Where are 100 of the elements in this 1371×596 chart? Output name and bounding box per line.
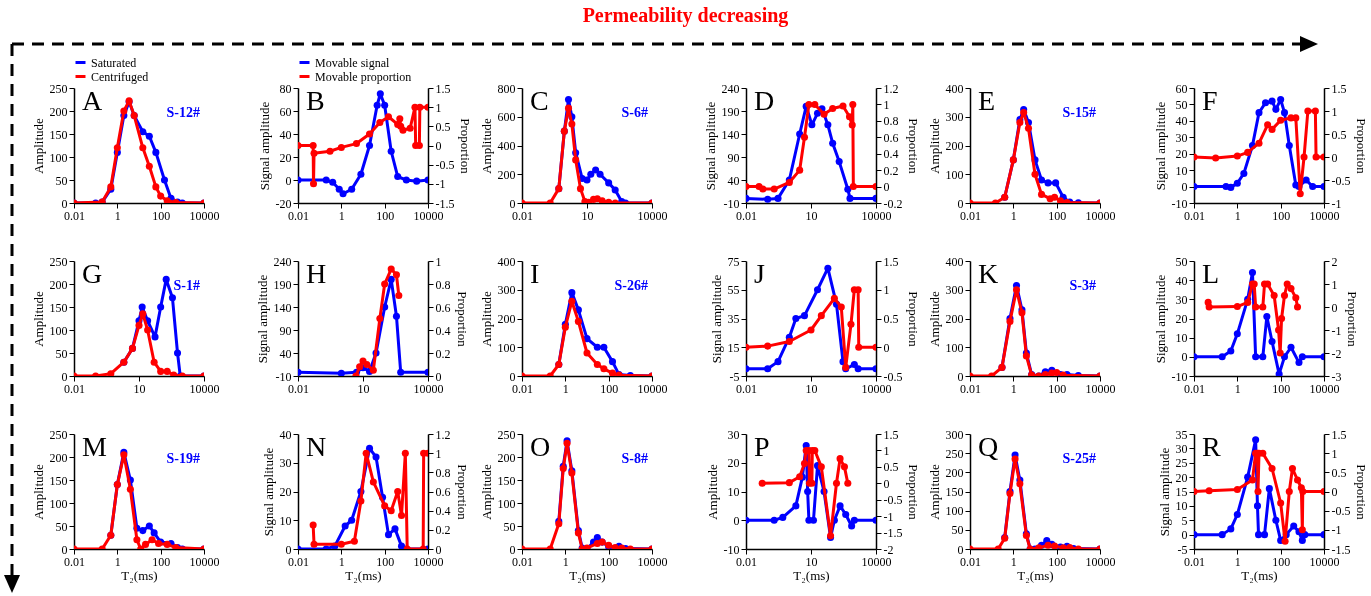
y2-tick-label: 1.2: [883, 81, 899, 96]
legend-label: Saturated: [91, 55, 137, 70]
x-tick-label: 0.01: [1184, 381, 1205, 396]
y-tick-label: 20: [279, 485, 292, 499]
y-tick-label: 15: [727, 340, 740, 355]
y-tick-label: 300: [945, 110, 964, 125]
y-tick-label: 200: [49, 450, 68, 465]
y2-tick-label: 1.5: [435, 81, 451, 96]
annotation: S-26#: [614, 278, 648, 293]
annotation: Q: [978, 431, 999, 462]
y-tick-label: 300: [497, 283, 516, 298]
y2-tick-label: -1: [1331, 196, 1342, 211]
y-tick-label: 150: [497, 473, 516, 488]
y-axis-title: Signal amplitude: [256, 101, 272, 191]
y-tick-label: -10: [1171, 369, 1188, 384]
y-tick-label: 15: [1175, 485, 1188, 499]
y2-tick-label: 0.6: [883, 130, 899, 145]
y2-tick-label: -0.5: [1331, 173, 1351, 188]
y-tick-label: 50: [1175, 254, 1188, 269]
y2-axis-title: Proportion: [1345, 291, 1361, 348]
y-tick-label: 400: [945, 254, 964, 269]
x-axis-title: T₂(ms): [569, 567, 606, 583]
y-tick-label: 0: [61, 196, 68, 211]
x-tick-label: 10000: [189, 208, 220, 223]
y-tick-label: 30: [727, 427, 740, 442]
y-tick-label: -20: [275, 196, 292, 211]
y-axis-title: Amplitude: [478, 290, 494, 347]
y-tick-label: 0: [957, 196, 964, 211]
y2-tick-label: 0: [435, 139, 442, 153]
y2-tick-label: -1: [435, 177, 446, 192]
y-tick-label: 75: [727, 254, 740, 269]
y2-tick-label: 1.5: [1331, 81, 1347, 96]
x-tick-label: 100: [600, 554, 619, 569]
x-tick-label: 10000: [1085, 208, 1116, 223]
y2-tick-label: -0.5: [883, 369, 903, 384]
y2-axis-title: Proportion: [1354, 464, 1370, 521]
y2-tick-label: 1: [883, 97, 890, 112]
y-tick-label: 400: [497, 254, 516, 269]
x-tick-label: 0.01: [288, 381, 309, 396]
y-tick-label: 40: [1175, 273, 1188, 288]
x-tick-label: 10: [805, 208, 818, 223]
y2-tick-label: 2: [1331, 254, 1338, 269]
y2-tick-label: 0.5: [1331, 127, 1347, 142]
y2-tick-label: -1: [1331, 523, 1342, 538]
x-tick-label: 1: [1234, 554, 1241, 569]
y-tick-label: 40: [279, 346, 292, 361]
x-tick-label: 0.01: [1184, 554, 1205, 569]
y-tick-label: 800: [497, 81, 516, 96]
x-tick-label: 100: [1048, 554, 1067, 569]
y-tick-label: 30: [1175, 441, 1188, 456]
y-axis-title: Signal amplitude: [260, 447, 276, 537]
x-tick-label: 0.01: [64, 208, 85, 223]
y-tick-label: 250: [49, 254, 68, 269]
annotation: R: [1202, 431, 1221, 462]
x-tick-label: 10: [133, 381, 146, 396]
y-tick-label: 35: [1175, 427, 1188, 442]
x-tick-label: 1: [562, 381, 569, 396]
y2-tick-label: 0.5: [883, 312, 899, 326]
y2-tick-label: 1.5: [883, 427, 899, 442]
y-axis-title: Signal amplitude: [254, 274, 270, 364]
x-tick-label: 100: [1272, 208, 1291, 223]
annotation: E: [978, 85, 996, 116]
x-tick-label: 100: [152, 208, 171, 223]
y-tick-label: 200: [49, 104, 68, 119]
y2-axis-title: Proportion: [458, 118, 474, 175]
x-tick-label: 0.01: [288, 554, 309, 569]
y2-tick-label: -1: [1331, 323, 1342, 338]
y2-tick-label: 0: [1331, 485, 1338, 499]
y2-tick-label: -3: [1331, 369, 1342, 384]
x-tick-label: 0.01: [288, 208, 309, 223]
y2-tick-label: 0.8: [883, 114, 899, 129]
y-tick-label: 25: [1175, 456, 1188, 471]
x-tick-label: 10000: [1309, 554, 1340, 569]
y-tick-label: -10: [275, 369, 292, 384]
y2-tick-label: 1: [435, 254, 442, 269]
x-tick-label: 0.01: [512, 554, 533, 569]
y-tick-label: 200: [945, 465, 964, 480]
y2-tick-label: 0: [883, 476, 890, 491]
annotation: B: [306, 85, 325, 116]
x-axis-title: T₂(ms): [1241, 567, 1278, 583]
x-tick-label: 1: [338, 554, 345, 569]
y2-tick-label: 1: [883, 283, 890, 298]
x-tick-label: 100: [1272, 381, 1291, 396]
y-tick-label: 300: [945, 427, 964, 442]
y2-tick-label: 0.4: [435, 504, 451, 519]
x-tick-label: 100: [376, 554, 395, 569]
y-tick-label: 200: [945, 312, 964, 326]
y2-tick-label: 0: [883, 340, 890, 355]
y2-tick-label: 0.4: [883, 147, 899, 162]
x-axis-title: T₂(ms): [793, 567, 830, 583]
series-label: Centrifuged: [91, 69, 149, 84]
y-tick-label: 250: [945, 446, 964, 461]
x-tick-label: 10000: [413, 381, 444, 396]
y2-tick-label: -0.5: [883, 493, 903, 508]
y2-tick-label: 0.5: [1331, 465, 1347, 480]
y2-tick-label: 1.5: [1331, 427, 1347, 442]
y2-tick-label: -2: [883, 542, 894, 557]
y-tick-label: 200: [497, 312, 516, 326]
y-tick-label: 0: [957, 542, 964, 557]
annotation: S-12#: [166, 105, 200, 120]
